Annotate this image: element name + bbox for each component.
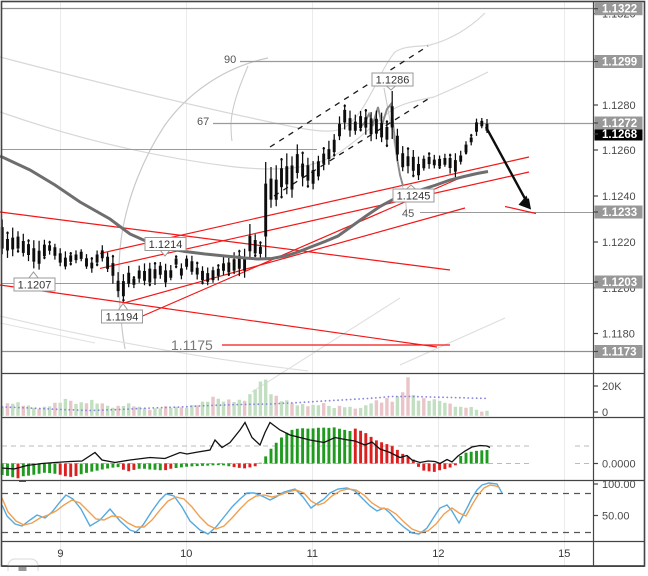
svg-text:1.1207: 1.1207: [18, 279, 52, 291]
svg-text:1.1214: 1.1214: [149, 239, 183, 251]
svg-text:1.1220: 1.1220: [602, 237, 636, 249]
svg-text:15: 15: [558, 548, 570, 560]
svg-text:1.1194: 1.1194: [106, 311, 139, 323]
svg-text:1.1322: 1.1322: [602, 4, 637, 16]
svg-text:9: 9: [57, 548, 63, 560]
svg-text:1.1233: 1.1233: [602, 207, 637, 219]
svg-text:1.1286: 1.1286: [376, 74, 410, 86]
svg-text:1.1175: 1.1175: [171, 337, 213, 353]
svg-text:1.1268: 1.1268: [602, 129, 638, 141]
svg-text:1.1203: 1.1203: [602, 277, 637, 289]
svg-text:11: 11: [307, 548, 318, 560]
svg-text:100.00: 100.00: [602, 479, 636, 491]
svg-text:50.00: 50.00: [602, 511, 630, 523]
svg-text:1.1240: 1.1240: [602, 191, 636, 203]
svg-text:45: 45: [402, 208, 414, 220]
svg-text:1.1280: 1.1280: [602, 100, 636, 112]
svg-text:1.1260: 1.1260: [602, 145, 636, 157]
svg-text:20K: 20K: [602, 381, 622, 393]
svg-text:1.1245: 1.1245: [397, 190, 431, 202]
svg-text:90: 90: [224, 54, 236, 66]
svg-text:10: 10: [180, 548, 192, 560]
svg-text:67: 67: [197, 116, 209, 128]
svg-text:0.0000: 0.0000: [602, 459, 636, 471]
svg-text:1.1299: 1.1299: [602, 57, 637, 69]
svg-text:1.1173: 1.1173: [602, 347, 637, 359]
svg-text:0: 0: [602, 407, 608, 419]
svg-text:1.1180: 1.1180: [602, 329, 635, 341]
svg-text:1.1272: 1.1272: [602, 118, 637, 130]
svg-text:12: 12: [432, 548, 444, 560]
